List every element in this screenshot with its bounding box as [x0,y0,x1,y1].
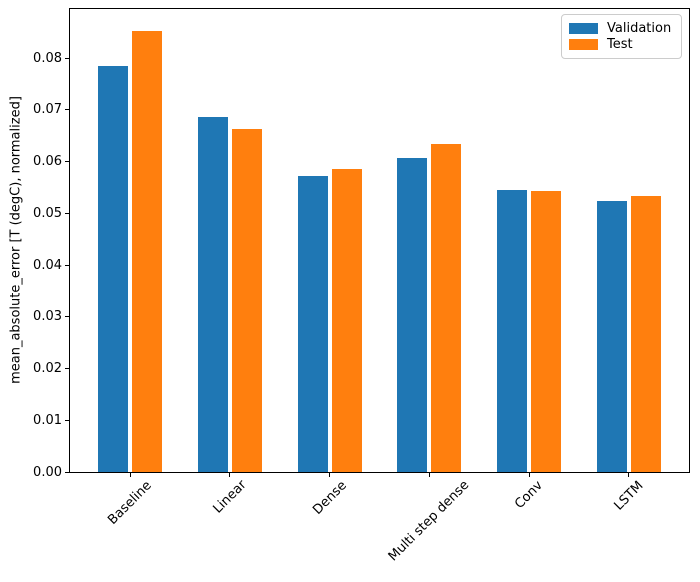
bar-validation-multi-step-dense [397,158,428,472]
y-axis-label: mean_absolute_error [T (degC), normalize… [8,96,24,384]
y-tick-0.08 [65,57,69,59]
y-tick-label-0.04: 0.04 [33,257,62,273]
y-tick-label-0.05: 0.05 [33,205,62,221]
bar-validation-linear [197,116,228,472]
y-tick-0.07 [65,109,69,111]
y-tick-0.00 [65,471,69,473]
x-tick-linear [229,473,231,477]
y-tick-0.03 [65,316,69,318]
legend: Validation Test [561,14,682,59]
x-tick-label-baseline: Baseline [105,477,155,528]
legend-swatch-test-icon [569,39,598,51]
x-tick-label-text: Linear [210,477,250,518]
y-tick-label-0.00: 0.00 [33,464,62,480]
x-tick-label-text: Multi step dense [386,477,473,565]
bar-validation-lstm [597,200,627,472]
y-tick-0.05 [65,212,69,214]
bar-test-conv [531,191,562,472]
x-tick-multi-step-dense [428,473,430,477]
x-tick-label-dense: Dense [310,478,350,518]
x-tick-label-linear: Linear [210,478,249,517]
plot-area [69,8,690,473]
bar-validation-baseline [98,65,129,472]
x-tick-label-conv: Conv [512,478,546,512]
x-tick-conv [528,473,530,477]
y-tick-0.06 [65,161,69,163]
x-tick-lstm [628,473,630,477]
x-tick-label-lstm: LSTM [611,478,646,513]
y-tick-0.02 [65,368,69,370]
bar-test-multi-step-dense [431,143,462,472]
y-tick-0.01 [65,419,69,421]
legend-item-test: Test [569,37,674,53]
legend-label-test: Test [607,37,633,53]
legend-swatch-validation-icon [569,22,598,34]
y-tick-label-0.07: 0.07 [33,102,62,118]
y-tick-label-0.06: 0.06 [33,154,62,170]
legend-label-validation: Validation [607,20,672,36]
y-tick-label-0.01: 0.01 [33,412,62,428]
bar-test-baseline [132,31,162,472]
x-tick-dense [329,473,331,477]
legend-item-validation: Validation [569,20,674,36]
x-tick-baseline [129,473,131,477]
x-tick-label-multi-step-dense: Multi step dense [386,477,473,565]
y-tick-label-0.08: 0.08 [33,50,62,66]
y-tick-0.04 [65,264,69,266]
bar-validation-conv [497,190,528,472]
y-tick-label-0.02: 0.02 [33,361,62,377]
x-tick-label-text: LSTM [611,478,647,514]
bar-test-lstm [630,195,661,472]
bar-test-linear [231,129,262,472]
x-tick-label-text: Conv [512,478,547,512]
bar-validation-dense [297,176,328,472]
bar-test-dense [331,169,362,472]
x-tick-label-text: Dense [309,477,350,518]
x-tick-label-text: Baseline [105,477,155,528]
y-tick-label-0.03: 0.03 [33,309,62,325]
